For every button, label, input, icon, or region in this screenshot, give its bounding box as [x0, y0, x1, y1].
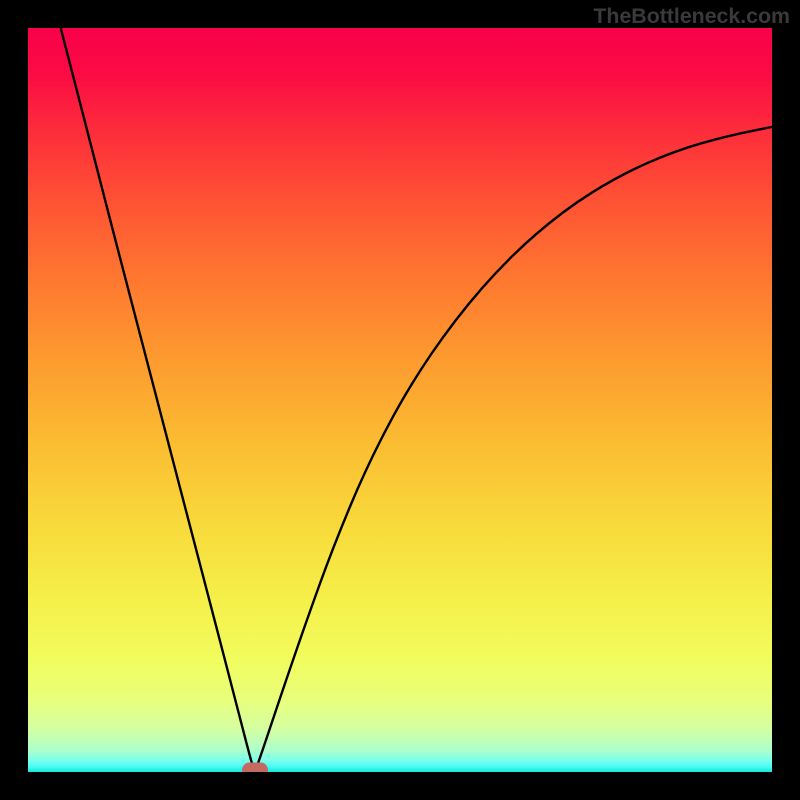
- plot-area: [28, 28, 772, 772]
- gradient-background: [28, 28, 772, 772]
- bottleneck-curve-chart: [28, 28, 772, 772]
- watermark-text: TheBottleneck.com: [593, 4, 790, 29]
- chart-container: TheBottleneck.com: [0, 0, 800, 800]
- dip-marker: [242, 762, 268, 772]
